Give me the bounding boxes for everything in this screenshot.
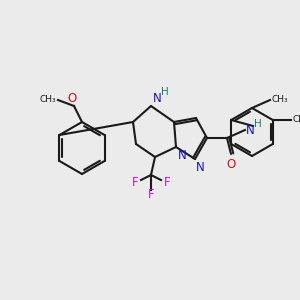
- Text: O: O: [226, 158, 236, 171]
- Text: CH₃: CH₃: [293, 116, 300, 124]
- Text: CH₃: CH₃: [272, 95, 289, 104]
- Text: F: F: [132, 176, 138, 190]
- Text: N: N: [178, 149, 187, 162]
- Text: N: N: [153, 92, 162, 105]
- Text: N: N: [246, 124, 255, 136]
- Text: F: F: [164, 176, 170, 190]
- Text: F: F: [148, 188, 154, 202]
- Text: CH₃: CH₃: [39, 95, 56, 104]
- Text: H: H: [254, 119, 262, 129]
- Text: N: N: [196, 161, 205, 174]
- Text: O: O: [68, 92, 76, 105]
- Text: H: H: [161, 87, 169, 97]
